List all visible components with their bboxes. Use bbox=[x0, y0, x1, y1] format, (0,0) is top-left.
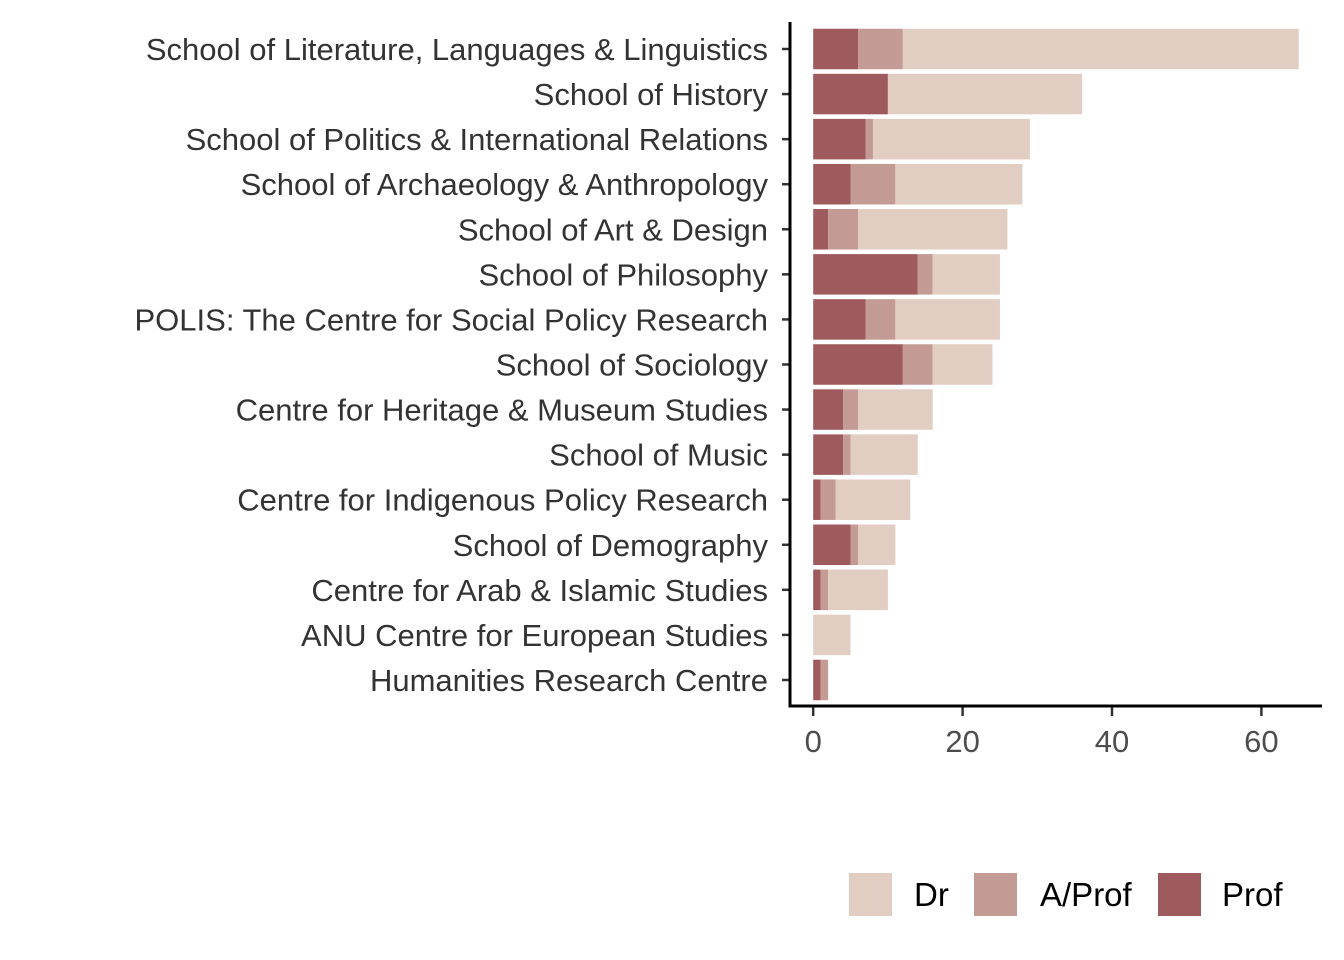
legend-label-dr: Dr bbox=[914, 876, 949, 913]
bar-dr-school-of-demography bbox=[858, 524, 896, 566]
bar-prof-polis-the-centre-for-social-policy-research bbox=[813, 299, 866, 340]
bar-dr-polis-the-centre-for-social-policy-research bbox=[895, 299, 1000, 340]
category-label: Centre for Arab & Islamic Studies bbox=[311, 573, 768, 608]
bar-prof-school-of-art-design bbox=[813, 209, 829, 250]
bar-prof-school-of-demography bbox=[813, 524, 851, 566]
bar-prof-school-of-politics-international-relations bbox=[813, 118, 866, 160]
category-label: School of Literature, Languages & Lingui… bbox=[146, 32, 768, 67]
bar-a-prof-school-of-archaeology-anthropology bbox=[850, 163, 896, 205]
bar-dr-school-of-archaeology-anthropology bbox=[895, 163, 1023, 205]
bar-dr-school-of-music bbox=[850, 434, 918, 475]
bar-prof-school-of-literature-languages-linguistics bbox=[813, 28, 859, 70]
bar-prof-school-of-sociology bbox=[813, 344, 903, 385]
bar-dr-school-of-art-design bbox=[858, 209, 1008, 250]
bar-prof-centre-for-indigenous-policy-research bbox=[813, 479, 821, 520]
bar-a-prof-school-of-art-design bbox=[828, 209, 859, 250]
bar-prof-school-of-archaeology-anthropology bbox=[813, 163, 851, 205]
bar-dr-centre-for-heritage-museum-studies bbox=[858, 389, 933, 430]
legend-swatch-dr bbox=[849, 873, 892, 916]
bar-a-prof-school-of-literature-languages-linguistics bbox=[858, 28, 903, 70]
category-label: Centre for Indigenous Policy Research bbox=[237, 483, 768, 518]
category-label: School of Philosophy bbox=[478, 257, 768, 292]
bar-a-prof-centre-for-arab-islamic-studies bbox=[820, 569, 829, 611]
bar-dr-school-of-politics-international-relations bbox=[872, 118, 1030, 160]
bar-prof-humanities-research-centre bbox=[813, 659, 821, 701]
bar-dr-school-of-history bbox=[887, 73, 1083, 115]
category-label: School of Art & Design bbox=[458, 212, 768, 247]
bar-a-prof-school-of-music bbox=[843, 434, 851, 475]
bar-a-prof-school-of-philosophy bbox=[917, 254, 933, 295]
category-label: School of History bbox=[534, 77, 769, 112]
category-label: School of Music bbox=[549, 438, 768, 473]
bar-dr-centre-for-arab-islamic-studies bbox=[828, 569, 888, 611]
category-label: Centre for Heritage & Museum Studies bbox=[236, 393, 768, 428]
legend-swatch-prof bbox=[1158, 873, 1201, 916]
bar-a-prof-school-of-politics-international-relations bbox=[865, 118, 873, 160]
category-label: ANU Centre for European Studies bbox=[301, 618, 768, 653]
x-axis: 0 20 40 60 bbox=[805, 707, 1279, 759]
bar-dr-school-of-sociology bbox=[932, 344, 993, 385]
x-tick-label: 40 bbox=[1095, 724, 1129, 759]
bar-a-prof-humanities-research-centre bbox=[820, 659, 829, 701]
bar-a-prof-centre-for-heritage-museum-studies bbox=[843, 389, 859, 430]
category-label: Humanities Research Centre bbox=[370, 663, 768, 698]
bar-prof-school-of-music bbox=[813, 434, 844, 475]
bar-prof-school-of-history bbox=[813, 73, 888, 115]
legend-label-prof: Prof bbox=[1222, 876, 1283, 913]
category-label: POLIS: The Centre for Social Policy Rese… bbox=[135, 302, 769, 337]
bars-group bbox=[813, 28, 1299, 701]
bar-dr-centre-for-indigenous-policy-research bbox=[835, 479, 911, 520]
x-tick-label: 0 bbox=[805, 724, 822, 759]
category-label: School of Archaeology & Anthropology bbox=[241, 167, 769, 202]
x-tick-label: 60 bbox=[1244, 724, 1278, 759]
legend-swatch-a-prof bbox=[974, 873, 1017, 916]
bar-a-prof-polis-the-centre-for-social-policy-research bbox=[865, 299, 896, 340]
bar-a-prof-centre-for-indigenous-policy-research bbox=[820, 479, 836, 520]
bar-dr-school-of-philosophy bbox=[932, 254, 1000, 295]
bar-a-prof-school-of-sociology bbox=[902, 344, 933, 385]
bar-a-prof-school-of-demography bbox=[850, 524, 859, 566]
category-label: School of Politics & International Relat… bbox=[186, 122, 768, 157]
bar-prof-centre-for-arab-islamic-studies bbox=[813, 569, 821, 611]
legend-label-a-prof: A/Prof bbox=[1040, 876, 1133, 913]
legend: Dr A/Prof Prof bbox=[849, 873, 1283, 916]
bar-dr-anu-centre-for-european-studies bbox=[813, 614, 851, 656]
category-labels: School of Literature, Languages & Lingui… bbox=[135, 32, 769, 698]
x-tick-label: 20 bbox=[945, 724, 979, 759]
bar-prof-centre-for-heritage-museum-studies bbox=[813, 389, 844, 430]
bar-prof-school-of-philosophy bbox=[813, 254, 918, 295]
bar-dr-school-of-literature-languages-linguistics bbox=[902, 28, 1299, 70]
category-label: School of Demography bbox=[453, 528, 769, 563]
category-label: School of Sociology bbox=[496, 347, 769, 382]
